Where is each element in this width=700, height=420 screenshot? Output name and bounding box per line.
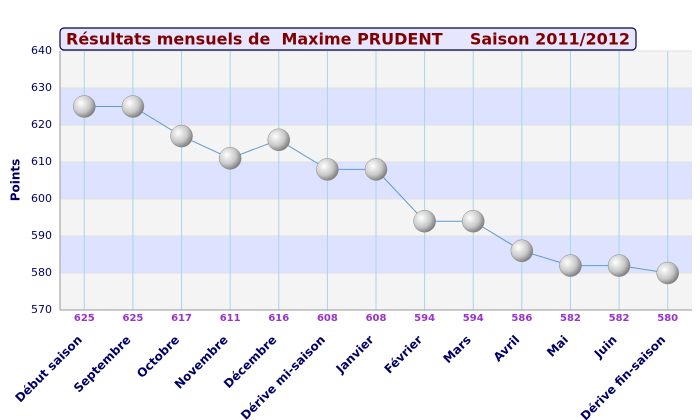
x-tick-label: Mars	[441, 333, 474, 366]
marker	[170, 124, 193, 148]
value-label: 608	[317, 313, 338, 324]
y-axis-label: Points	[9, 159, 23, 202]
x-tick-label: Octobre	[134, 333, 182, 381]
y-tick-label: 640	[31, 44, 52, 57]
marker	[413, 209, 436, 233]
value-label: 611	[220, 313, 241, 324]
value-label: 580	[657, 313, 678, 324]
value-label: 608	[366, 313, 387, 324]
marker	[656, 261, 679, 285]
y-tick-label: 620	[31, 118, 52, 131]
y-tick-label: 590	[31, 229, 52, 242]
value-label: 616	[268, 313, 289, 324]
marker	[364, 158, 388, 181]
y-tick-label: 630	[31, 81, 52, 94]
chart-subtitle: Saison 2011/2012	[470, 30, 630, 49]
x-tick-label: Mai	[544, 333, 571, 360]
value-label: 625	[122, 313, 143, 324]
y-tick-label: 570	[31, 303, 52, 316]
value-label: 594	[463, 313, 484, 324]
y-tick-label: 610	[31, 155, 52, 168]
value-label: 617	[171, 313, 192, 324]
marker	[607, 254, 631, 277]
value-label: 625	[74, 313, 95, 324]
marker	[461, 209, 485, 233]
y-tick-label: 580	[31, 266, 52, 279]
marker	[267, 128, 291, 152]
marker	[73, 95, 96, 118]
x-tick-label: Février	[382, 333, 426, 377]
title-box	[59, 27, 637, 51]
value-label: 582	[609, 313, 630, 324]
marker	[218, 147, 242, 170]
value-label: 582	[560, 313, 581, 324]
x-tick-label: Dérive fin-saison	[578, 333, 668, 420]
marker	[559, 254, 582, 277]
x-tick-label: Janvier	[333, 333, 377, 377]
value-label: 586	[511, 313, 532, 324]
y-tick-label: 600	[31, 192, 52, 205]
marker	[121, 95, 145, 118]
chart-title: Résultats mensuels de Maxime PRUDENT	[66, 30, 443, 49]
x-tick-label: Dérive mi-saison	[238, 333, 328, 420]
marker	[510, 239, 534, 263]
marker	[316, 158, 339, 181]
x-tick-label: Avril	[491, 333, 523, 365]
x-tick-label: Juin	[591, 333, 620, 362]
x-tick-label: Début saison	[12, 333, 84, 405]
value-label: 594	[414, 313, 435, 324]
